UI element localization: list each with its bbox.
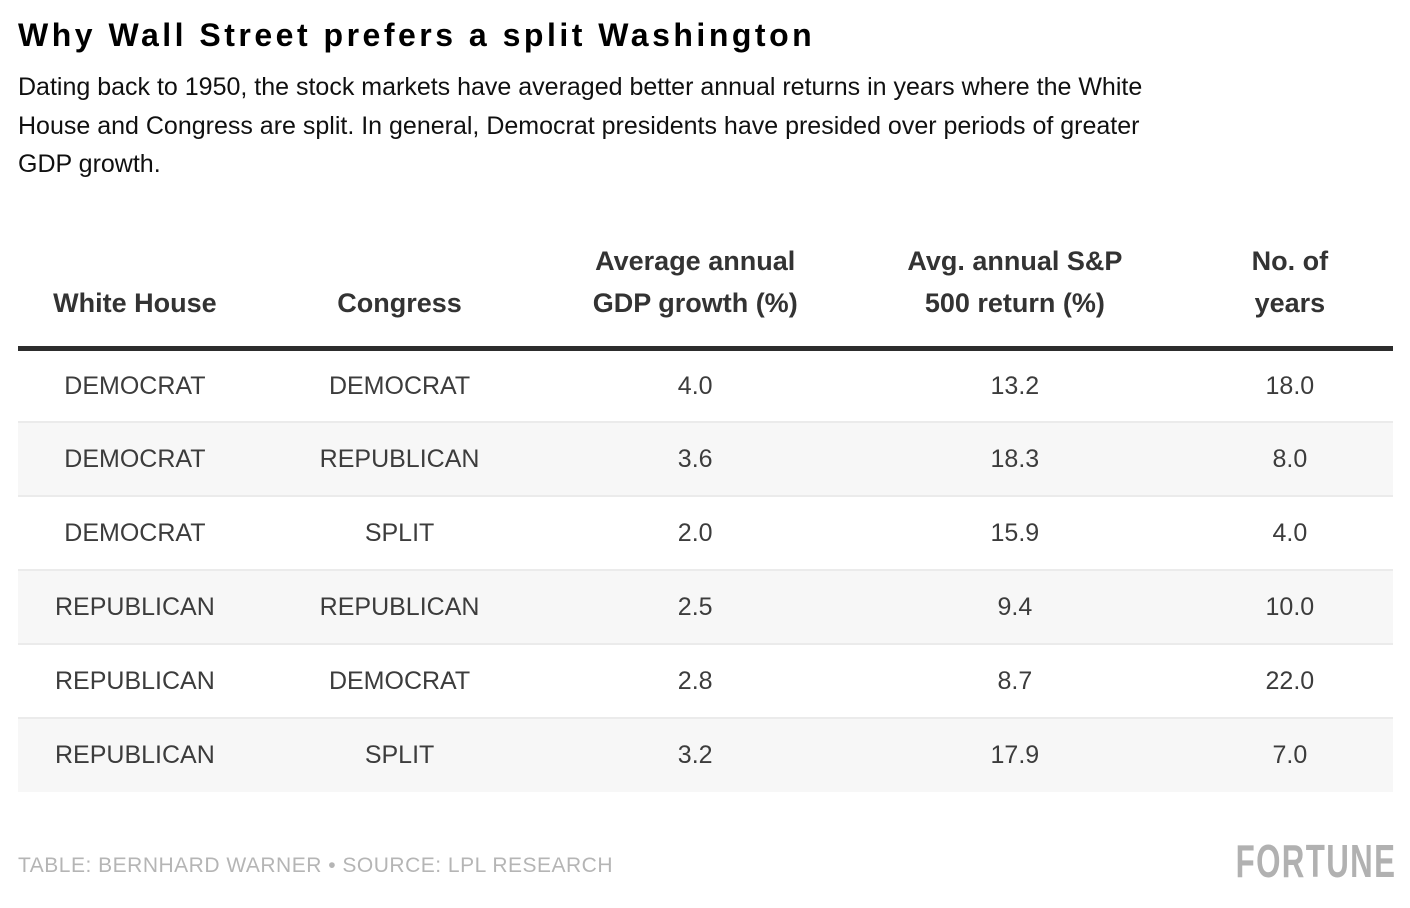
table-body: DEMOCRAT DEMOCRAT 4.0 13.2 18.0 DEMOCRAT…: [18, 348, 1393, 793]
table-row: DEMOCRAT DEMOCRAT 4.0 13.2 18.0: [18, 348, 1393, 422]
cell-sp500-return: 8.7: [843, 643, 1187, 719]
cell-num-years: 10.0: [1186, 569, 1393, 645]
credit-line: TABLE: BERNHARD WARNER • SOURCE: LPL RES…: [18, 854, 614, 878]
cell-num-years: 4.0: [1186, 495, 1393, 571]
cell-white-house: DEMOCRAT: [18, 421, 252, 497]
footer: TABLE: BERNHARD WARNER • SOURCE: LPL RES…: [18, 838, 1396, 884]
cell-num-years: 18.0: [1265, 371, 1315, 400]
table-row: DEMOCRAT REPUBLICAN 3.6 18.3 8.0: [18, 421, 1393, 497]
cell-sp500-return: 13.2: [990, 371, 1040, 400]
cell-congress: REPUBLICAN: [251, 569, 548, 645]
column-header-white-house: White House: [18, 239, 252, 351]
column-header-line: GDP growth (%): [592, 287, 798, 318]
column-header-num-years: No. of years: [1186, 239, 1393, 351]
cell-congress: SPLIT: [251, 495, 548, 571]
table-row: DEMOCRAT SPLIT 2.0 15.9 4.0: [18, 495, 1393, 571]
cell-sp500-return: 15.9: [843, 495, 1187, 571]
cell-gdp-growth: 3.2: [547, 717, 843, 793]
cell-gdp-growth: 3.6: [547, 421, 843, 497]
fortune-logo: FORTUNE: [1235, 835, 1396, 888]
cell-congress: SPLIT: [251, 717, 548, 793]
cell-sp500-return: 9.4: [843, 569, 1187, 645]
cell-gdp-growth: 2.8: [547, 643, 843, 719]
column-header-line: Congress: [337, 287, 462, 318]
subtitle-line: GDP growth.: [18, 150, 161, 179]
cell-congress: DEMOCRAT: [251, 643, 548, 719]
cell-white-house: DEMOCRAT: [64, 371, 206, 400]
column-header-sp500-return: Avg. annual S&P 500 return (%): [843, 239, 1187, 351]
subtitle-line: House and Congress are split. In general…: [18, 111, 1140, 140]
cell-sp500-return: 18.3: [843, 421, 1187, 497]
cell-gdp-growth: 2.0: [547, 495, 843, 571]
cell-gdp-growth: 4.0: [677, 371, 713, 400]
cell-congress: DEMOCRAT: [328, 371, 471, 400]
column-header-line: 500 return (%): [924, 287, 1105, 318]
table-row: REPUBLICAN DEMOCRAT 2.8 8.7 22.0: [18, 643, 1393, 719]
column-header-line: No. of: [1251, 245, 1329, 276]
cell-gdp-growth: 2.5: [547, 569, 843, 645]
cell-white-house: REPUBLICAN: [18, 717, 252, 793]
data-table: White House Congress Average annual GDP …: [18, 239, 1393, 793]
column-header-line: Average annual: [595, 245, 796, 276]
column-header-gdp-growth: Average annual GDP growth (%): [547, 239, 843, 351]
cell-white-house: DEMOCRAT: [18, 495, 252, 571]
cell-sp500-return: 17.9: [843, 717, 1187, 793]
column-header-line: years: [1254, 287, 1326, 318]
page-subtitle: Dating back to 1950, the stock markets h…: [18, 68, 1393, 184]
subtitle-line: Dating back to 1950, the stock markets h…: [18, 73, 1143, 102]
column-header-line: White House: [53, 287, 217, 318]
page-title: Why Wall Street prefers a split Washingt…: [18, 17, 816, 53]
cell-white-house: REPUBLICAN: [18, 569, 252, 645]
cell-num-years: 8.0: [1186, 421, 1393, 497]
cell-num-years: 22.0: [1186, 643, 1393, 719]
cell-num-years: 7.0: [1186, 717, 1393, 793]
page: Why Wall Street prefers a split Washingt…: [18, 17, 1396, 884]
column-header-line: Avg. annual S&P: [907, 245, 1123, 276]
table-header: White House Congress Average annual GDP …: [18, 239, 1393, 351]
table-row: REPUBLICAN REPUBLICAN 2.5 9.4 10.0: [18, 569, 1393, 645]
table-row: REPUBLICAN SPLIT 3.2 17.9 7.0: [18, 717, 1393, 793]
cell-congress: REPUBLICAN: [251, 421, 548, 497]
column-header-congress: Congress: [251, 239, 548, 351]
cell-white-house: REPUBLICAN: [18, 643, 252, 719]
